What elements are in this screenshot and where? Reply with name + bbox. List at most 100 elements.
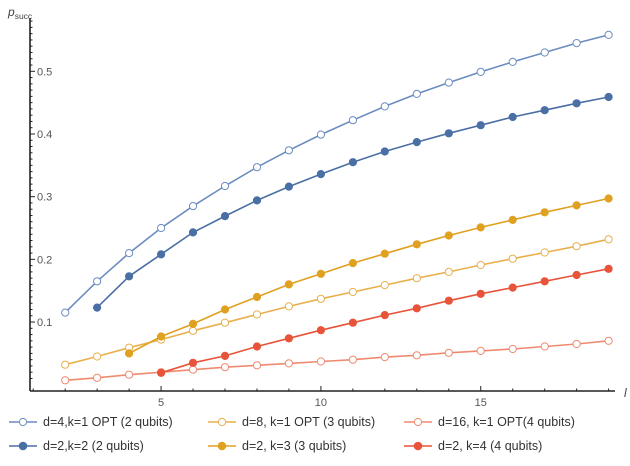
x-tick-label: 5: [158, 397, 164, 409]
legend-swatch: [9, 417, 37, 427]
data-point: [508, 254, 517, 263]
data-point: [61, 308, 70, 317]
y-tick-label: 0.1: [37, 317, 52, 329]
data-point: [93, 352, 102, 361]
data-point: [125, 349, 134, 358]
data-point: [508, 112, 517, 122]
y-tick-label: 0.4: [37, 129, 52, 141]
legend-label: d=2,k=2 (2 qubits): [43, 439, 144, 453]
data-point: [380, 311, 389, 320]
data-point: [540, 106, 549, 115]
data-point: [540, 248, 549, 257]
data-point: [572, 99, 581, 108]
data-point: [188, 228, 198, 237]
data-point: [540, 48, 549, 57]
data-point: [348, 158, 358, 167]
data-point: [316, 130, 325, 139]
series-layer: [61, 30, 613, 385]
y-axis-label-sub: succ: [15, 11, 33, 21]
series-1: [61, 30, 613, 317]
data-point: [604, 194, 613, 203]
data-point: [444, 78, 453, 87]
data-point: [284, 359, 293, 368]
data-point: [252, 163, 262, 172]
data-point: [348, 287, 357, 297]
data-point: [252, 342, 262, 351]
data-point: [188, 326, 198, 335]
data-point: [316, 269, 326, 278]
data-point: [252, 310, 262, 319]
data-point: [380, 147, 389, 156]
data-point: [508, 344, 517, 354]
data-point: [476, 346, 485, 355]
data-point: [220, 351, 230, 361]
data-point: [348, 259, 358, 268]
data-point: [348, 116, 357, 125]
data-point: [188, 365, 198, 374]
y-axis-label: psucc: [7, 5, 33, 21]
data-point: [476, 223, 485, 232]
series-line: [128, 197, 609, 355]
data-point: [412, 89, 421, 99]
data-point: [412, 138, 421, 147]
data-point: [540, 277, 549, 286]
axes: [29, 18, 615, 392]
data-point: [572, 242, 581, 251]
data-point: [380, 281, 389, 290]
data-point: [316, 170, 326, 179]
data-point: [61, 360, 70, 369]
data-point: [157, 368, 166, 377]
data-point: [412, 304, 421, 313]
data-point: [572, 270, 581, 280]
data-point: [93, 277, 102, 286]
legend-swatch: [208, 441, 236, 451]
legend-swatch: [208, 417, 236, 427]
legend-label: d=4,k=1 OPT (2 qubits): [43, 415, 173, 429]
legend-item: d=4,k=1 OPT (2 qubits): [8, 415, 173, 429]
data-point: [476, 260, 485, 270]
legend-swatch: [404, 417, 432, 427]
data-point: [604, 30, 613, 40]
x-tick-label: 15: [475, 397, 487, 409]
data-point: [444, 348, 453, 357]
legend-label: d=2, k=4 (4 qubits): [438, 439, 543, 453]
data-point: [188, 319, 198, 329]
data-point: [508, 283, 517, 292]
series-line: [65, 238, 609, 366]
data-point: [284, 146, 293, 155]
data-point: [93, 373, 102, 382]
data-point: [444, 129, 453, 138]
data-point: [157, 223, 166, 233]
series-3: [61, 235, 613, 369]
data-point: [220, 318, 230, 327]
y-tick-label: 0.5: [37, 66, 52, 78]
data-point: [188, 358, 198, 367]
data-point: [412, 240, 421, 249]
series-line: [64, 34, 609, 314]
legend-item: d=16, k=1 OPT(4 qubits): [403, 415, 575, 429]
data-point: [380, 102, 389, 111]
data-point: [125, 272, 134, 281]
data-point: [572, 39, 581, 48]
data-point: [604, 264, 613, 273]
data-point: [444, 231, 453, 240]
data-point: [348, 355, 357, 364]
y-tick-label: 0.3: [37, 192, 52, 204]
data-point: [444, 267, 453, 276]
legend-label: d=8, k=1 OPT (3 qubits): [242, 415, 376, 429]
data-point: [380, 249, 389, 258]
series-4: [125, 194, 613, 358]
legend-label: d=16, k=1 OPT(4 qubits): [438, 415, 575, 429]
legend-item: d=2,k=2 (2 qubits): [8, 439, 144, 453]
data-point: [508, 57, 517, 67]
data-point: [252, 292, 262, 302]
data-point: [220, 181, 230, 191]
data-point: [476, 67, 485, 77]
data-point: [316, 357, 325, 366]
data-point: [252, 196, 262, 205]
y-axis-label-main: p: [7, 5, 15, 19]
data-point: [252, 361, 262, 370]
legend-item: d=8, k=1 OPT (3 qubits): [207, 415, 375, 429]
